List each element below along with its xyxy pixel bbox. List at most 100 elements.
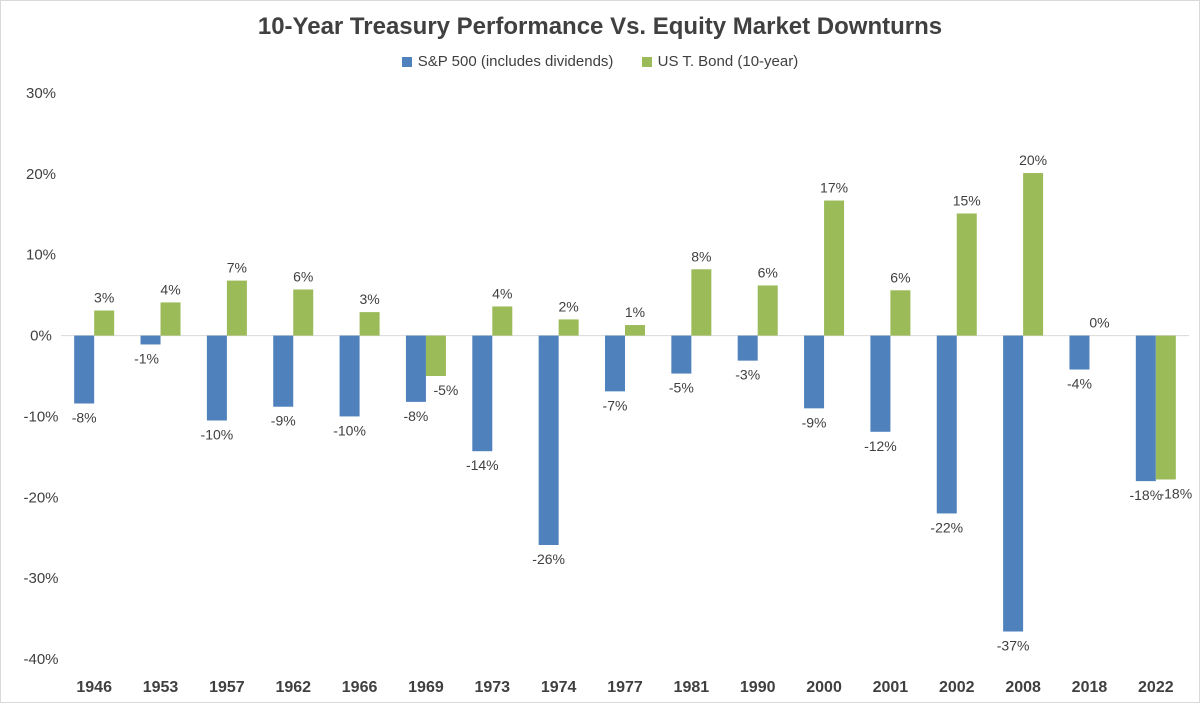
data-label-tbond: 1% [625, 304, 645, 320]
bar-sp500 [1135, 335, 1156, 482]
chart-legend: S&P 500 (includes dividends) US T. Bond … [1, 53, 1199, 71]
bar-sp500 [273, 335, 294, 407]
x-category-label: 1990 [740, 679, 776, 696]
x-category-label: 1977 [607, 679, 643, 696]
data-label-sp500: -12% [864, 438, 897, 454]
bar-sp500 [1003, 335, 1024, 632]
legend-swatch-sp500 [401, 56, 412, 67]
legend-label-sp500: S&P 500 (includes dividends) [417, 53, 614, 70]
bar-tbond [691, 269, 712, 336]
bar-tbond [160, 302, 181, 336]
bar-sp500 [671, 335, 692, 374]
bar-sp500 [737, 335, 758, 361]
data-label-tbond: 15% [953, 192, 981, 208]
chart-title: 10-Year Treasury Performance Vs. Equity … [257, 13, 943, 40]
x-category-label: 2001 [873, 679, 909, 696]
data-label-tbond: 7% [227, 260, 247, 276]
bar-sp500 [74, 335, 95, 404]
data-label-sp500: -10% [333, 422, 366, 438]
data-label-sp500: -9% [271, 413, 296, 429]
y-tick-label: -10% [23, 408, 58, 425]
bar-sp500 [1069, 335, 1090, 370]
data-label-tbond: 20% [1019, 152, 1047, 168]
legend-swatch-tbond [641, 56, 652, 67]
data-label-sp500: -8% [403, 408, 428, 424]
bar-sp500 [206, 335, 227, 421]
data-label-tbond: 4% [492, 285, 512, 301]
y-tick-label: -40% [23, 651, 58, 668]
data-label-tbond: 6% [758, 264, 778, 280]
data-label-tbond: 4% [160, 281, 180, 297]
bar-tbond [890, 290, 911, 336]
bar-sp500 [538, 335, 559, 545]
x-category-label: 1973 [474, 679, 510, 696]
data-label-sp500: -4% [1067, 376, 1092, 392]
bar-sp500 [936, 335, 957, 514]
bar-tbond [425, 335, 446, 376]
data-label-tbond: 6% [293, 268, 313, 284]
y-tick-label: 20% [26, 166, 56, 183]
data-label-tbond: 0% [1089, 315, 1109, 331]
x-category-label: 2000 [806, 679, 842, 696]
bar-tbond [1155, 335, 1176, 480]
data-label-tbond: 17% [820, 180, 848, 196]
data-label-sp500: -1% [134, 350, 159, 366]
data-label-sp500: -18% [1129, 487, 1162, 503]
legend-item-sp500: S&P 500 (includes dividends) [401, 53, 614, 70]
data-label-tbond: 3% [94, 290, 114, 306]
bar-tbond [359, 312, 380, 336]
bar-tbond [824, 200, 845, 336]
bar-sp500 [870, 335, 891, 432]
x-category-label: 2022 [1138, 679, 1174, 696]
y-tick-label: -30% [23, 570, 58, 587]
x-category-label: 1957 [209, 679, 245, 696]
data-label-tbond: 6% [890, 269, 910, 285]
data-label-sp500: -8% [72, 409, 97, 425]
data-label-sp500: -5% [669, 380, 694, 396]
x-category-label: 1946 [76, 679, 112, 696]
data-label-sp500: -26% [532, 551, 565, 567]
data-label-sp500: -14% [466, 457, 499, 473]
bar-sp500 [605, 335, 625, 392]
data-label-tbond: 8% [691, 248, 711, 264]
x-category-label: 1966 [342, 679, 378, 696]
x-category-label: 1981 [674, 679, 710, 696]
bar-tbond [94, 310, 115, 336]
data-label-sp500: -37% [997, 638, 1030, 654]
data-label-tbond: 2% [559, 298, 579, 314]
data-label-sp500: -3% [735, 367, 760, 383]
bar-tbond [492, 306, 513, 336]
y-tick-label: 10% [26, 247, 56, 264]
data-label-sp500: -9% [802, 414, 827, 430]
x-category-label: 1974 [541, 679, 577, 696]
bar-tbond [757, 285, 778, 336]
bar-sp500 [804, 335, 825, 409]
x-category-label: 2002 [939, 679, 975, 696]
bar-tbond [625, 325, 645, 336]
legend-item-tbond: US T. Bond (10-year) [641, 53, 799, 70]
x-category-label: 1969 [408, 679, 444, 696]
data-label-sp500: -22% [930, 519, 963, 535]
x-category-label: 2018 [1072, 679, 1108, 696]
bar-tbond [293, 289, 314, 336]
data-label-sp500: -10% [201, 426, 234, 442]
x-category-label: 1953 [143, 679, 179, 696]
bar-sp500 [405, 335, 426, 402]
legend-label-tbond: US T. Bond (10-year) [657, 53, 799, 70]
bar-tbond [558, 319, 579, 336]
data-label-tbond: 3% [359, 291, 379, 307]
y-tick-label: 30% [26, 85, 56, 102]
bar-sp500 [339, 335, 360, 417]
x-category-label: 2008 [1005, 679, 1041, 696]
bar-tbond [226, 280, 247, 336]
data-label-tbond: -5% [433, 382, 458, 398]
bar-tbond [1023, 173, 1044, 336]
data-label-tbond: -18% [1159, 485, 1192, 501]
y-tick-label: -20% [23, 489, 58, 506]
bar-tbond [956, 213, 977, 336]
x-category-label: 1962 [275, 679, 311, 696]
data-label-sp500: -7% [603, 397, 628, 413]
bar-sp500 [140, 335, 161, 345]
